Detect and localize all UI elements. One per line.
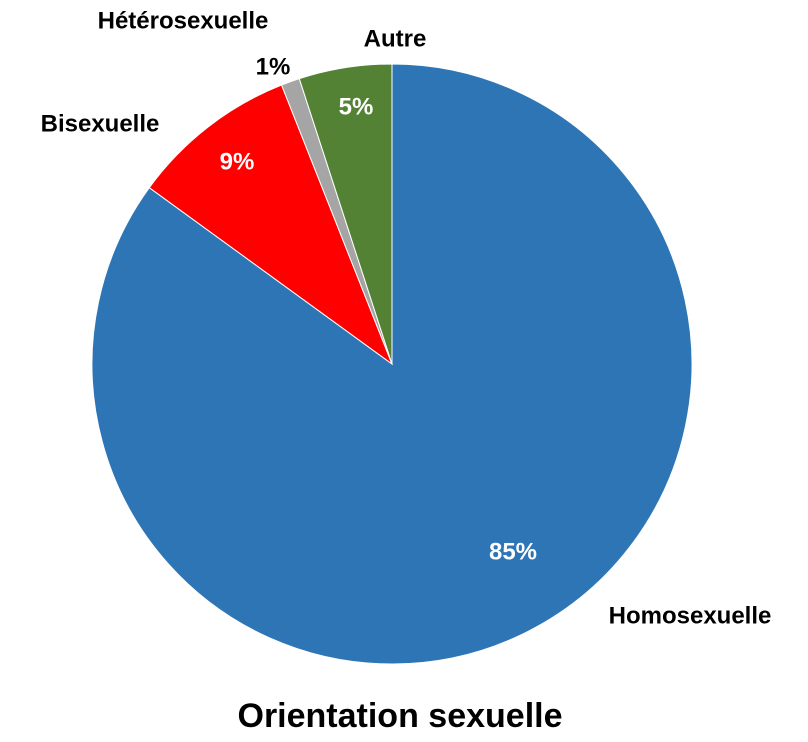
- value-label: 9%: [220, 148, 255, 175]
- value-label: 5%: [339, 93, 374, 120]
- pie-slice: [298, 63, 393, 365]
- category-label: Bisexuelle: [41, 110, 160, 137]
- category-label: Autre: [364, 25, 427, 52]
- pie-slice: [148, 84, 394, 366]
- value-label: 85%: [489, 538, 537, 565]
- category-label: Homosexuelle: [609, 602, 772, 629]
- chart-title: Orientation sexuelle: [238, 697, 563, 735]
- value-label: 1%: [256, 53, 291, 80]
- category-label: Hétérosexuelle: [98, 7, 269, 34]
